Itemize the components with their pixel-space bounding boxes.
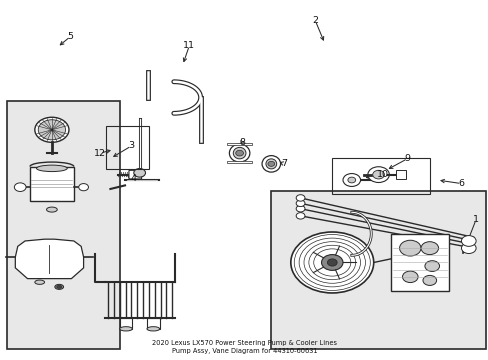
Circle shape	[235, 150, 243, 156]
Ellipse shape	[229, 144, 249, 162]
Text: 7: 7	[281, 159, 287, 168]
Bar	[395, 170, 406, 179]
Ellipse shape	[37, 165, 67, 172]
Circle shape	[38, 120, 65, 140]
Ellipse shape	[46, 207, 57, 212]
Circle shape	[14, 183, 26, 192]
Polygon shape	[15, 239, 83, 279]
Circle shape	[296, 206, 305, 212]
Circle shape	[347, 177, 355, 183]
Text: 10: 10	[376, 170, 387, 179]
Circle shape	[35, 117, 69, 142]
Text: 2020 Lexus LX570 Power Steering Pump & Cooler Lines
Pump Assy, Vane Diagram for : 2020 Lexus LX570 Power Steering Pump & C…	[152, 340, 336, 354]
FancyBboxPatch shape	[129, 170, 142, 179]
Circle shape	[134, 168, 145, 177]
Text: 5: 5	[67, 32, 73, 41]
Text: 8: 8	[239, 138, 244, 147]
Bar	[390, 234, 448, 291]
Ellipse shape	[57, 285, 61, 288]
Bar	[6, 101, 120, 348]
Bar	[227, 161, 251, 163]
Bar	[271, 191, 485, 348]
Circle shape	[367, 167, 388, 183]
Ellipse shape	[147, 327, 159, 331]
Ellipse shape	[55, 284, 63, 289]
Text: 1: 1	[472, 215, 478, 224]
Bar	[105, 126, 149, 169]
Text: 12: 12	[94, 149, 106, 158]
Ellipse shape	[262, 156, 280, 172]
Circle shape	[422, 275, 436, 285]
Bar	[30, 167, 74, 201]
Ellipse shape	[120, 327, 132, 331]
Text: 3: 3	[128, 141, 134, 150]
Ellipse shape	[233, 147, 245, 159]
Text: 2: 2	[311, 16, 318, 25]
Text: 11: 11	[183, 41, 195, 50]
Circle shape	[327, 259, 336, 266]
Circle shape	[420, 242, 438, 255]
Circle shape	[461, 235, 475, 246]
Text: 6: 6	[458, 179, 464, 188]
Circle shape	[290, 232, 373, 293]
Circle shape	[296, 200, 305, 207]
Circle shape	[296, 195, 305, 201]
Ellipse shape	[265, 159, 276, 169]
Circle shape	[461, 243, 475, 253]
Bar	[227, 143, 251, 145]
Circle shape	[402, 271, 417, 283]
Bar	[120, 318, 132, 329]
Circle shape	[267, 161, 274, 166]
Circle shape	[424, 261, 439, 271]
Bar	[147, 318, 159, 329]
Circle shape	[296, 213, 305, 219]
Circle shape	[342, 174, 360, 186]
Circle shape	[399, 240, 420, 256]
Text: 4: 4	[130, 174, 136, 183]
Ellipse shape	[35, 280, 44, 284]
Text: 9: 9	[404, 154, 410, 163]
Circle shape	[79, 184, 88, 191]
Circle shape	[372, 170, 384, 179]
Circle shape	[321, 255, 342, 270]
Bar	[331, 158, 429, 194]
